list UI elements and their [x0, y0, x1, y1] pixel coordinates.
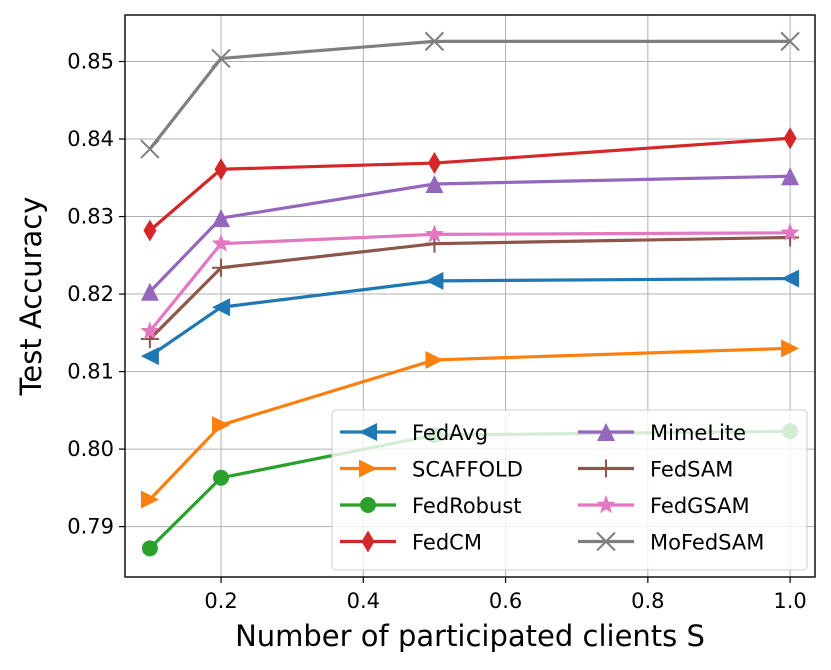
data-point-scaffold: [781, 339, 800, 358]
y-tick-label: 0.81: [67, 360, 114, 384]
series-line-mimelite: [148, 174, 791, 293]
legend-item-fedgsam: FedGSAM: [578, 494, 750, 518]
legend-label-fedcm: FedCM: [412, 531, 482, 555]
y-tick-label: 0.83: [67, 205, 114, 229]
data-point-fedrobust: [213, 469, 230, 486]
axis-ticks: 0.2 0.4 0.6 0.8 1.0 0.79 0.80 0.81 0.82 0.83 0.84 0…: [67, 50, 807, 613]
legend-item-mimelite: MimeLite: [578, 421, 746, 445]
y-tick-label: 0.84: [67, 127, 114, 151]
series-fedgsam: [140, 222, 800, 340]
data-point-fedgsam: [424, 224, 444, 243]
data-point-fedavg: [425, 271, 444, 290]
legend-marker-fedgsam: [596, 495, 616, 514]
legend-marker-fedavg: [359, 423, 377, 441]
data-point-scaffold: [212, 416, 231, 435]
series-fedsam: [140, 228, 800, 349]
y-tick-label: 0.85: [67, 50, 114, 74]
data-point-fedrobust: [141, 540, 158, 557]
data-point-mofedsam: [424, 31, 445, 52]
legend-box: [331, 409, 808, 571]
data-point-fedcm: [214, 158, 228, 181]
series-fedcm: [143, 127, 797, 242]
legend-label-fedavg: FedAvg: [412, 421, 488, 445]
series-line-fedsam: [148, 235, 791, 341]
x-tick-label: 0.8: [631, 589, 664, 613]
legend-item-fedrobust: FedRobust: [340, 494, 522, 518]
x-axis-title: Number of participated clients S: [235, 619, 705, 653]
plot-frame: [124, 14, 816, 578]
legend-marker-scaffold: [359, 459, 377, 478]
y-axis-title: Test Accuracy: [14, 197, 48, 397]
y-tick-label: 0.80: [67, 437, 114, 461]
legend-label-scaffold: SCAFFOLD: [412, 458, 523, 482]
y-tick-label: 0.79: [67, 515, 114, 539]
series-fedavg: [140, 269, 800, 366]
legend-item-fedavg: FedAvg: [340, 421, 488, 445]
data-point-fedgsam: [211, 233, 231, 252]
data-point-fedavg: [212, 298, 231, 317]
legend-label-fedsam: FedSAM: [650, 458, 733, 482]
series-line-fedavg: [148, 276, 791, 358]
series-mofedsam: [140, 31, 800, 159]
legend-label-fedrobust: FedRobust: [412, 494, 522, 518]
legend-label-fedgsam: FedGSAM: [650, 494, 750, 518]
x-tick-label: 0.4: [347, 589, 380, 613]
data-point-fedgsam: [780, 222, 800, 241]
data-point-scaffold: [140, 490, 159, 509]
data-point-mofedsam: [140, 139, 160, 159]
data-point-mimelite: [140, 282, 159, 301]
series-mimelite: [140, 167, 800, 301]
legend-item-scaffold: SCAFFOLD: [340, 458, 523, 482]
data-point-fedsam: [212, 258, 231, 277]
legend-marker-mofedsam: [596, 531, 616, 552]
data-point-fedcm: [427, 152, 441, 175]
legend-marker-fedsam: [597, 459, 615, 478]
data-point-mofedsam: [211, 48, 231, 69]
data-point-fedavg: [140, 347, 159, 366]
data-point-fedavg: [781, 269, 800, 288]
data-point-mimelite: [212, 209, 231, 228]
legend-label-mofedsam: MoFedSAM: [650, 531, 764, 555]
series-scaffold: [140, 339, 800, 509]
legend: FedAvg SCAFFOLD FedRobust FedCM MimeLite FedS…: [331, 409, 808, 571]
data-point-fedcm: [143, 219, 157, 242]
x-tick-label: 0.2: [204, 589, 237, 613]
data-point-fedcm: [783, 127, 797, 150]
x-tick-label: 1.0: [773, 589, 806, 613]
series-line-fedgsam: [148, 231, 791, 333]
series-line-fedcm: [148, 136, 791, 232]
y-tick-label: 0.82: [67, 282, 114, 306]
data-point-mofedsam: [780, 31, 800, 52]
series-line-scaffold: [148, 346, 791, 501]
legend-marker-mimelite: [597, 423, 615, 441]
legend-marker-fedcm: [361, 530, 375, 553]
data-point-mimelite: [425, 174, 444, 193]
data-point-mimelite: [781, 167, 800, 186]
data-point-fedgsam: [140, 321, 160, 340]
x-tick-label: 0.6: [489, 589, 522, 613]
legend-marker-fedrobust: [360, 497, 376, 513]
legend-item-mofedsam: MoFedSAM: [578, 531, 764, 555]
series-line-mofedsam: [148, 39, 791, 151]
legend-item-fedcm: FedCM: [340, 530, 482, 555]
data-point-scaffold: [425, 350, 444, 369]
legend-item-fedsam: FedSAM: [578, 458, 733, 482]
legend-label-mimelite: MimeLite: [650, 421, 746, 445]
